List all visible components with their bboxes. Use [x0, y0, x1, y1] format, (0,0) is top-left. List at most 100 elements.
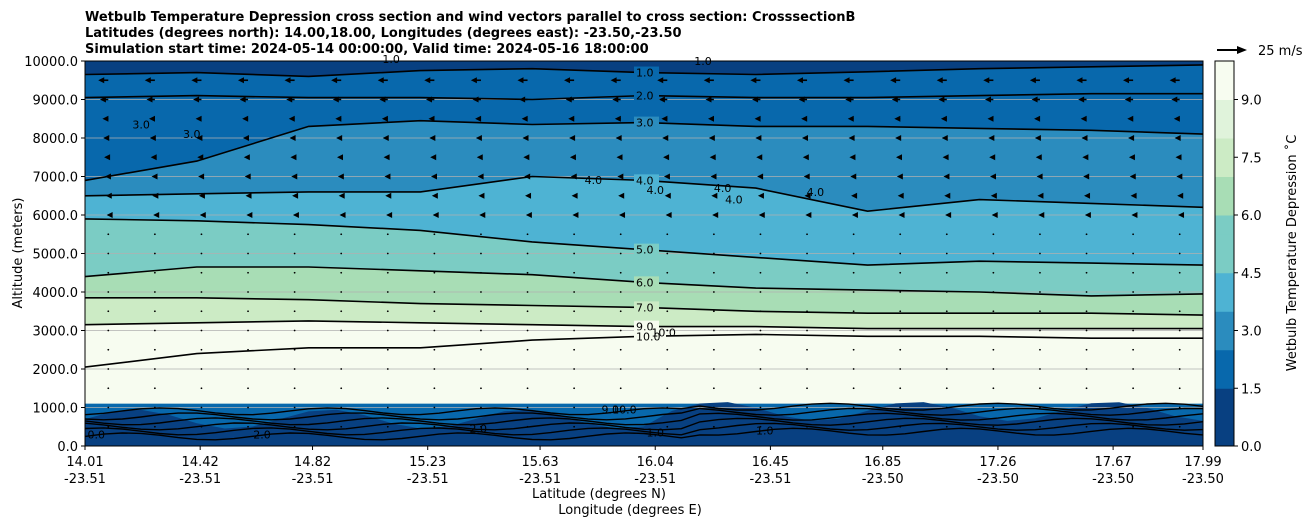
wind-vector [619, 425, 622, 428]
wind-vector [200, 406, 203, 409]
wind-vector-head [1084, 212, 1091, 218]
wind-vector [945, 233, 948, 236]
wind-vector [1039, 406, 1041, 409]
wind-vector-head [1080, 115, 1087, 122]
wind-vector-head [381, 115, 388, 122]
wind-vector [1132, 310, 1135, 313]
wind-vector-head [242, 115, 249, 122]
wind-vector [945, 387, 948, 390]
colorbar-tick-label: 3.0 [1241, 325, 1262, 340]
colorbar-segment [1215, 311, 1234, 331]
wind-vector [1132, 252, 1135, 255]
wind-vector [153, 291, 156, 293]
wind-vector [386, 310, 389, 313]
wind-vector [1039, 348, 1041, 351]
wind-vector [852, 406, 855, 409]
colorbar-segment [1215, 369, 1234, 389]
wind-vector [945, 329, 948, 332]
contour-label-7.0: 7.0 [636, 301, 654, 314]
contour-label-extra-4: 4.0 [585, 174, 603, 187]
wind-vector-head [989, 154, 996, 161]
wind-vector-head [523, 154, 530, 161]
chart-title-line-2: Latitudes (degrees north): 14.00,18.00, … [85, 26, 682, 41]
x-tick-label-lon: -23.50 [1092, 472, 1134, 487]
wind-vector [806, 310, 808, 313]
y-tick-label: 0.0 [57, 440, 78, 455]
wind-vector-head [757, 192, 764, 199]
wind-vector [247, 291, 249, 293]
wind-vector-head [1029, 77, 1036, 84]
wind-vector [992, 329, 995, 332]
wind-vector [712, 406, 715, 409]
wind-vector-head [198, 192, 205, 199]
wind-vector [1178, 387, 1181, 390]
wind-vector-head [385, 192, 392, 199]
colorbar-segment [1215, 195, 1234, 216]
wind-vector [200, 252, 203, 255]
wind-vector [433, 425, 436, 428]
wind-vector [247, 310, 249, 313]
wind-vector-head [848, 135, 855, 141]
wind-vector-head [803, 173, 810, 180]
x-tick-label-lat: 14.82 [294, 455, 331, 470]
wind-vector [899, 425, 902, 428]
wind-vector [526, 368, 529, 370]
wind-vector-head [569, 154, 576, 161]
wind-vector-head [1131, 212, 1138, 218]
wind-vector-head [661, 115, 668, 122]
wind-vector-head [569, 135, 576, 141]
wind-vector-head [615, 135, 622, 141]
wind-vector [107, 329, 110, 332]
wind-vector-head [984, 96, 991, 103]
wind-vector [619, 406, 622, 409]
x-tick-label-lat: 17.26 [979, 455, 1016, 470]
wind-vector [107, 252, 110, 255]
wind-vector-head [894, 115, 901, 122]
wind-vector-head [382, 135, 389, 141]
wind-vector-head [384, 173, 391, 180]
wind-vector [340, 425, 343, 428]
wind-vector [107, 368, 110, 370]
wind-vector [619, 329, 622, 332]
wind-vector-head [1076, 77, 1083, 84]
wind-vector [712, 387, 715, 390]
wind-vector [247, 329, 249, 332]
wind-vector-head [618, 192, 625, 199]
wind-vector [153, 387, 156, 390]
wind-vector-head [705, 96, 712, 103]
contour-label-extra-12: 2.0 [470, 423, 488, 436]
wind-vector-head [1035, 154, 1042, 161]
wind-vector-head [195, 115, 202, 122]
wind-vector-head [525, 192, 532, 199]
wind-vector-head [850, 173, 857, 180]
wind-vector [899, 271, 902, 274]
y-tick-label: 3000.0 [33, 325, 79, 340]
wind-vector [386, 425, 389, 428]
wind-vector-head [470, 77, 477, 84]
wind-vector [433, 271, 436, 274]
wind-vector-head [472, 96, 479, 103]
contour-line-surface-3 [85, 412, 1203, 426]
wind-vector-head [476, 154, 483, 161]
wind-vector [526, 387, 529, 390]
wind-vector [200, 291, 203, 293]
wind-vector-head [475, 135, 482, 141]
wind-vector-head [237, 77, 244, 84]
wind-vector [899, 387, 902, 390]
wind-vector-head [987, 115, 994, 122]
chart-title-line-1: Wetbulb Temperature Depression cross sec… [85, 10, 855, 25]
wind-vector [247, 233, 249, 236]
wind-vector [433, 368, 436, 370]
x-tick-label-lat: 14.42 [182, 455, 219, 470]
wind-vector-head [657, 77, 664, 84]
wind-vector-head [943, 173, 950, 180]
wind-vector [619, 271, 622, 274]
wind-vector-head [290, 154, 297, 161]
wind-vector [666, 425, 669, 428]
wind-vector [340, 291, 343, 293]
wind-vector-head [291, 173, 298, 180]
wind-vector [992, 233, 995, 236]
y-tick-label: 6000.0 [33, 209, 79, 224]
wind-vector-head [379, 96, 386, 103]
wind-vector-head [338, 192, 345, 199]
